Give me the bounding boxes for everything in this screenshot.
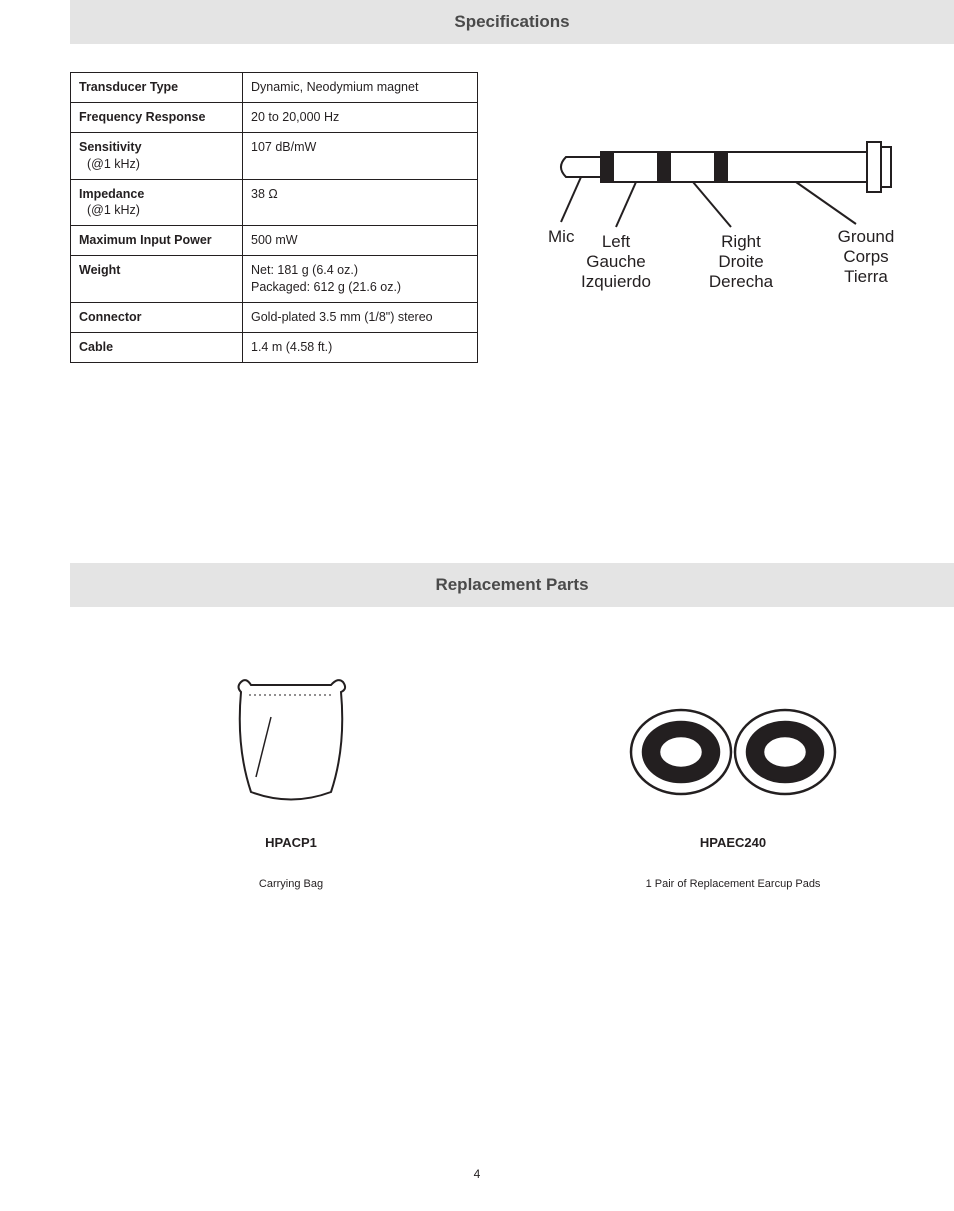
specifications-table: Transducer TypeDynamic, Neodymium magnet…: [70, 72, 478, 363]
spec-label: Frequency Response: [71, 102, 243, 132]
spec-label: Weight: [71, 256, 243, 303]
table-row: WeightNet: 181 g (6.4 oz.)Packaged: 612 …: [71, 256, 478, 303]
spec-label: Maximum Input Power: [71, 226, 243, 256]
table-row: ConnectorGold-plated 3.5 mm (1/8") stere…: [71, 302, 478, 332]
part-desc-earcups: 1 Pair of Replacement Earcup Pads: [583, 878, 883, 890]
specs-content-row: Transducer TypeDynamic, Neodymium magnet…: [70, 72, 954, 363]
plug-diagram-container: Mic Left Gauche Izquierdo Right Droite D…: [518, 72, 954, 363]
part-code-bag: HPACP1: [141, 835, 441, 850]
label-left-0: Left: [602, 232, 631, 251]
spec-value: 38 Ω: [243, 179, 478, 226]
part-bag: HPACP1 Carrying Bag: [141, 657, 441, 890]
spec-sublabel: (@1 kHz): [79, 156, 234, 173]
spec-label: Sensitivity(@1 kHz): [71, 132, 243, 179]
table-row: Impedance(@1 kHz)38 Ω: [71, 179, 478, 226]
label-right-0: Right: [721, 232, 761, 251]
label-ground-1: Corps: [843, 247, 888, 266]
table-row: Maximum Input Power500 mW: [71, 226, 478, 256]
part-desc-bag: Carrying Bag: [141, 878, 441, 890]
spec-label: Impedance(@1 kHz): [71, 179, 243, 226]
spec-value: 107 dB/mW: [243, 132, 478, 179]
table-row: Frequency Response20 to 20,000 Hz: [71, 102, 478, 132]
part-earcups: HPAEC240 1 Pair of Replacement Earcup Pa…: [583, 657, 883, 890]
specifications-header: Specifications: [70, 0, 954, 44]
spec-value: 20 to 20,000 Hz: [243, 102, 478, 132]
label-ground-0: Ground: [838, 227, 895, 246]
spec-value: Dynamic, Neodymium magnet: [243, 73, 478, 103]
spec-label: Cable: [71, 332, 243, 362]
trrs-plug-diagram: Mic Left Gauche Izquierdo Right Droite D…: [546, 112, 926, 322]
spec-value: 500 mW: [243, 226, 478, 256]
replacement-parts-header: Replacement Parts: [70, 563, 954, 607]
bag-icon: [141, 657, 441, 807]
label-right-1: Droite: [718, 252, 763, 271]
label-left-2: Izquierdo: [581, 272, 651, 291]
spec-label: Transducer Type: [71, 73, 243, 103]
spec-value: Gold-plated 3.5 mm (1/8") stereo: [243, 302, 478, 332]
page-number: 4: [0, 1167, 954, 1181]
spec-label: Connector: [71, 302, 243, 332]
label-left-1: Gauche: [586, 252, 646, 271]
spec-value: 1.4 m (4.58 ft.): [243, 332, 478, 362]
part-code-earcups: HPAEC240: [583, 835, 883, 850]
table-row: Sensitivity(@1 kHz)107 dB/mW: [71, 132, 478, 179]
spec-sublabel: (@1 kHz): [79, 202, 234, 219]
earcups-icon: [583, 657, 883, 807]
label-ground-2: Tierra: [844, 267, 888, 286]
table-row: Cable1.4 m (4.58 ft.): [71, 332, 478, 362]
label-right-2: Derecha: [709, 272, 774, 291]
parts-row: HPACP1 Carrying Bag HPAEC240: [70, 657, 954, 890]
spec-value: Net: 181 g (6.4 oz.)Packaged: 612 g (21.…: [243, 256, 478, 303]
table-row: Transducer TypeDynamic, Neodymium magnet: [71, 73, 478, 103]
label-mic: Mic: [548, 227, 575, 246]
